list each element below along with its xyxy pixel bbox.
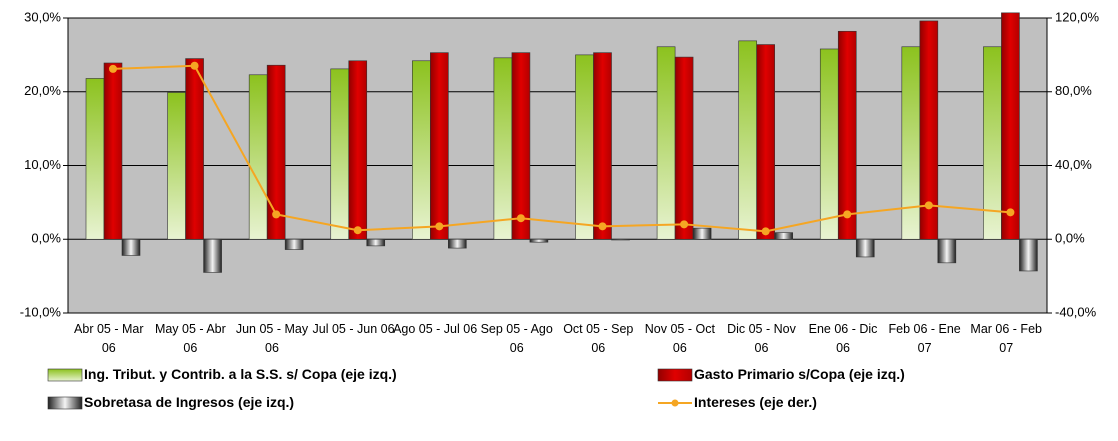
point (761, 227, 770, 236)
point (598, 222, 607, 231)
y2-tick-label: 0,0% (1055, 231, 1085, 246)
bar (656, 46, 676, 240)
point (516, 214, 525, 223)
point (843, 210, 852, 219)
point (680, 220, 689, 229)
y2-tick-label: -40,0% (1055, 304, 1097, 319)
y-tick-label: -10,0% (20, 304, 62, 319)
y-tick-label: 10,0% (24, 157, 61, 172)
bar (203, 238, 222, 273)
bar (493, 57, 513, 240)
bar (611, 238, 630, 241)
x-tick-label: Abr 05 - Mar 06 (74, 322, 144, 355)
bar (167, 92, 186, 240)
point (924, 201, 933, 210)
bar (121, 238, 141, 256)
legend-label: Sobretasa de Ingresos (eje izq.) (84, 394, 295, 410)
bar (284, 238, 304, 250)
bar (1001, 12, 1020, 240)
point (190, 61, 199, 70)
bar (901, 46, 921, 240)
x-tick-label: Mar 06 - Feb 07 (970, 322, 1042, 355)
bar (692, 227, 712, 240)
y2-tick-label: 40,0% (1055, 157, 1092, 172)
x-tick-label: Jul 05 - Jun 06 (312, 322, 395, 336)
bar (103, 62, 123, 240)
bar (185, 58, 204, 240)
bar (266, 64, 286, 240)
legend-label: Gasto Primario s/Copa (eje izq.) (694, 366, 905, 382)
legend-swatch (657, 368, 693, 382)
bar (919, 20, 939, 240)
x-tick-label: Feb 06 - Ene 07 (888, 322, 961, 355)
y-tick-label: 20,0% (24, 83, 61, 98)
point (1006, 208, 1015, 217)
legend-swatch (671, 399, 679, 407)
x-tick-label: Ago 05 - Jul 06 (393, 322, 478, 336)
bar (774, 232, 793, 240)
bar (448, 238, 467, 249)
legend-swatch (47, 368, 83, 382)
bar (593, 52, 612, 240)
line (112, 64, 1011, 233)
bar (529, 238, 549, 243)
bar (738, 40, 757, 240)
bar (756, 44, 775, 240)
bar (937, 238, 957, 264)
point (272, 210, 281, 219)
x-tick-label: Dic 05 - Nov 06 (727, 322, 796, 355)
point (353, 226, 362, 235)
bar (85, 78, 105, 240)
x-tick-label: Jun 05 - May 06 (235, 322, 309, 355)
bar (511, 52, 531, 240)
bar (430, 52, 449, 240)
point (435, 222, 444, 231)
bar (575, 54, 594, 240)
bar (855, 238, 875, 258)
x-tick-label: Sep 05 - Ago 06 (480, 322, 553, 355)
x-tick-label: May 05 - Abr 06 (154, 322, 226, 355)
x-tick-label: Ene 06 - Dic 06 (808, 322, 878, 355)
bar (248, 74, 268, 240)
bar (348, 60, 368, 240)
y-tick-label: 0,0% (31, 231, 61, 246)
y2-tick-label: 120,0% (1055, 9, 1100, 24)
bar (837, 30, 857, 240)
bar (412, 60, 431, 240)
bar (366, 238, 386, 247)
legend-swatch (47, 396, 83, 410)
x-tick-label: Oct 05 - Sep 06 (563, 322, 634, 355)
legend-label: Ing. Tribut. y Contrib. a la S.S. s/ Cop… (84, 366, 397, 382)
bar (1019, 238, 1038, 272)
point (109, 64, 117, 73)
y2-tick-label: 80,0% (1055, 83, 1092, 98)
x-tick-label: Nov 05 - Oct 06 (644, 322, 715, 355)
legend-label: Intereses (eje der.) (694, 394, 817, 410)
bar (674, 56, 694, 240)
y-tick-label: 30,0% (24, 9, 61, 24)
bar (330, 68, 350, 240)
bar (819, 48, 839, 240)
